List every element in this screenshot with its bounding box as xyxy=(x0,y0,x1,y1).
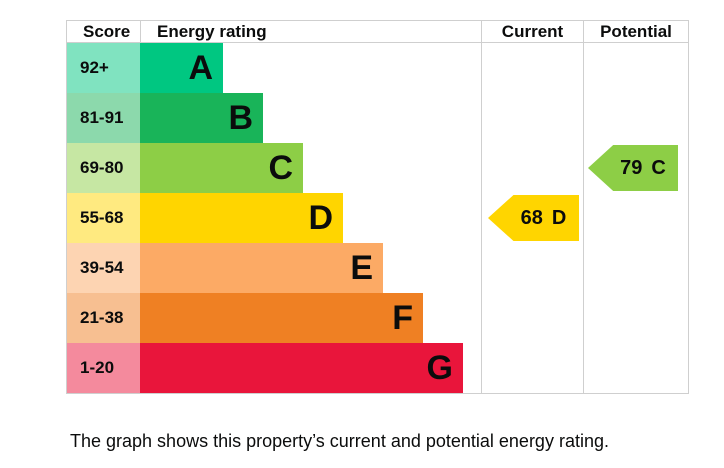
energy-bands: 92+ A 81-91 B 69-80 C 55-68 D 39-54 E 21… xyxy=(67,43,481,393)
band-row-g: 1-20 G xyxy=(67,343,481,393)
table-header-row: Score Energy rating Current Potential xyxy=(67,21,688,43)
band-letter-g: G xyxy=(426,349,453,387)
band-letter-a: A xyxy=(188,49,213,87)
band-bar-e: E xyxy=(140,243,383,293)
current-column-header: Current xyxy=(481,21,583,42)
band-bar-b: B xyxy=(140,93,263,143)
band-row-f: 21-38 F xyxy=(67,293,481,343)
band-letter-e: E xyxy=(350,249,373,287)
band-letter-c: C xyxy=(268,149,293,187)
potential-column: 79 C xyxy=(583,43,688,393)
potential-band: C xyxy=(651,156,666,179)
current-rating-arrow: 68 D xyxy=(488,195,579,241)
band-bar-c: C xyxy=(140,143,303,193)
band-row-e: 39-54 E xyxy=(67,243,481,293)
band-letter-b: B xyxy=(228,99,253,137)
band-bar-g: G xyxy=(140,343,463,393)
band-score-range: 21-38 xyxy=(67,293,140,343)
band-score-range: 69-80 xyxy=(67,143,140,193)
band-bar-f: F xyxy=(140,293,423,343)
current-column: 68 D xyxy=(481,43,583,393)
band-row-d: 55-68 D xyxy=(67,193,481,243)
band-score-range: 39-54 xyxy=(67,243,140,293)
band-row-a: 92+ A xyxy=(67,43,481,93)
epc-rating-chart: Score Energy rating Current Potential 92… xyxy=(66,20,689,394)
potential-column-header: Potential xyxy=(583,21,688,42)
band-row-b: 81-91 B xyxy=(67,93,481,143)
score-column-header: Score xyxy=(83,22,131,41)
band-letter-d: D xyxy=(308,199,333,237)
band-letter-f: F xyxy=(392,299,413,337)
potential-score: 79 xyxy=(620,156,643,179)
band-row-c: 69-80 C xyxy=(67,143,481,193)
band-bar-d: D xyxy=(140,193,343,243)
band-bar-a: A xyxy=(140,43,223,93)
chart-caption: The graph shows this property’s current … xyxy=(70,431,609,451)
band-score-range: 81-91 xyxy=(67,93,140,143)
current-score: 68 xyxy=(520,206,543,229)
current-band: D xyxy=(551,206,567,229)
band-score-range: 92+ xyxy=(67,43,140,93)
band-score-range: 1-20 xyxy=(67,343,140,393)
table-body: 92+ A 81-91 B 69-80 C 55-68 D 39-54 E 21… xyxy=(67,43,688,393)
energy-rating-column-header: Energy rating xyxy=(140,21,481,42)
band-score-range: 55-68 xyxy=(67,193,140,243)
potential-rating-arrow: 79 C xyxy=(588,145,678,191)
